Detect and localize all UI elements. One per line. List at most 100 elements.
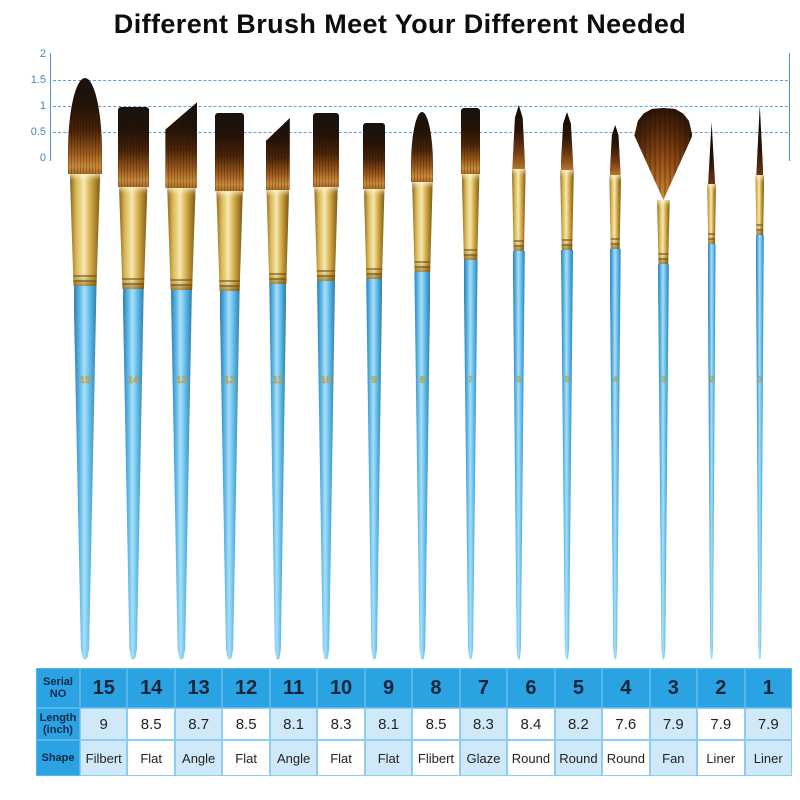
brush-serial-number: 12 bbox=[224, 375, 236, 386]
shape-cell: Flat bbox=[317, 740, 365, 776]
length-cell: 8.3 bbox=[317, 708, 365, 740]
serial-cell: 8 bbox=[412, 668, 460, 708]
serial-cell: 3 bbox=[649, 668, 698, 708]
shape-cell: Flat bbox=[364, 740, 413, 776]
brush-bristles-round bbox=[560, 112, 574, 170]
brush-serial-number: 13 bbox=[175, 375, 187, 386]
brush-handle bbox=[609, 249, 621, 660]
serial-cell: 15 bbox=[80, 668, 128, 708]
length-cell: 8.5 bbox=[127, 708, 175, 740]
brush-handle bbox=[219, 291, 240, 660]
shape-cell: Flat bbox=[127, 740, 175, 776]
brush-1: 1 bbox=[755, 105, 765, 660]
table-row-header-serial: Serial NO bbox=[36, 668, 80, 708]
brush-14: 14 bbox=[117, 107, 149, 660]
brush-photo-area: 2 1.5 1 0.5 0 15 14 13 12 11 10 9 8 7 6 5 4 3 2 1 bbox=[0, 48, 800, 668]
brush-bristles-round bbox=[609, 125, 621, 175]
brush-ferrule bbox=[560, 170, 574, 250]
serial-cell: 6 bbox=[507, 668, 555, 708]
brush-handle bbox=[707, 244, 716, 660]
ruler-dashed-line bbox=[53, 80, 788, 81]
length-cell: 8.2 bbox=[554, 708, 603, 740]
length-cell: 9 bbox=[80, 708, 128, 740]
length-cell: 7.9 bbox=[649, 708, 698, 740]
length-cell: 7.6 bbox=[602, 708, 650, 740]
brush-ferrule bbox=[314, 187, 338, 281]
brush-bristles-flibert bbox=[411, 112, 434, 182]
shape-cell: Filbert bbox=[80, 740, 128, 776]
brush-handle bbox=[657, 264, 669, 660]
brush-serial-number: 4 bbox=[612, 375, 618, 384]
brush-handle bbox=[269, 284, 287, 660]
brush-bristles-glaze bbox=[461, 108, 481, 174]
brush-bristles-round bbox=[512, 105, 526, 169]
ruler-tick-label: 1.5 bbox=[30, 74, 46, 86]
brush-ferrule bbox=[216, 191, 243, 291]
brush-bristles-filbert bbox=[68, 78, 102, 174]
shape-cell: Fan bbox=[649, 740, 698, 776]
brush-bristles-flat bbox=[117, 107, 149, 187]
brush-3: 3 bbox=[634, 108, 693, 660]
brush-ferrule bbox=[511, 169, 526, 251]
ruler-axis-left bbox=[50, 53, 51, 161]
brush-ferrule bbox=[755, 175, 765, 235]
serial-cell: 4 bbox=[602, 668, 650, 708]
length-cell: 8.5 bbox=[412, 708, 460, 740]
brush-bristles-flat bbox=[363, 123, 386, 189]
shape-cell: Round bbox=[602, 740, 650, 776]
table-row-header-length_inch: Length (inch) bbox=[36, 708, 80, 740]
serial-cell: 12 bbox=[222, 668, 270, 708]
brush-ferrule bbox=[266, 190, 290, 284]
brush-serial-number: 9 bbox=[371, 375, 377, 386]
length-cell: 8.7 bbox=[174, 708, 223, 740]
brush-serial-number: 15 bbox=[79, 375, 91, 386]
brush-bristles-angle bbox=[265, 118, 290, 190]
brush-handle bbox=[170, 290, 192, 660]
brush-13: 13 bbox=[165, 102, 198, 660]
brush-ferrule bbox=[657, 200, 670, 264]
brush-ferrule bbox=[363, 189, 385, 279]
serial-cell: 11 bbox=[269, 668, 318, 708]
brush-bristles-liner bbox=[708, 122, 716, 184]
brush-ferrule bbox=[461, 174, 480, 260]
ruler-tick-label: 2 bbox=[39, 48, 46, 60]
ruler-axis-right bbox=[789, 53, 790, 161]
brush-ferrule bbox=[707, 184, 717, 244]
brush-handle bbox=[463, 260, 478, 660]
shape-cell: Glaze bbox=[459, 740, 508, 776]
serial-cell: 9 bbox=[364, 668, 413, 708]
brush-serial-number: 8 bbox=[419, 375, 426, 386]
length-cell: 7.9 bbox=[744, 708, 792, 740]
length-cell: 7.9 bbox=[697, 708, 745, 740]
brush-ferrule bbox=[118, 187, 148, 289]
brush-handle bbox=[122, 289, 144, 660]
serial-cell: 1 bbox=[744, 668, 792, 708]
spec-table: Serial NO 15 14 13 12 11 10 9 8 7 6 5 4 3 2 1 Length (inch… bbox=[36, 668, 792, 776]
serial-cell: 14 bbox=[127, 668, 175, 708]
ruler-tick-label: 1 bbox=[39, 100, 46, 112]
brush-ferrule bbox=[167, 188, 196, 290]
brush-4: 4 bbox=[609, 125, 622, 660]
brush-ferrule bbox=[69, 174, 101, 286]
brush-serial-number: 2 bbox=[709, 375, 714, 384]
brush-bristles-angle bbox=[165, 102, 198, 188]
brush-bristles-flat bbox=[313, 113, 339, 187]
brush-serial-number: 7 bbox=[468, 375, 473, 384]
brush-handle bbox=[414, 272, 431, 660]
ruler-tick-label: 0 bbox=[39, 152, 46, 164]
ruler-dashed-line bbox=[53, 106, 788, 107]
brush-10: 10 bbox=[313, 113, 339, 660]
brush-handle bbox=[755, 235, 764, 660]
brush-handle bbox=[512, 251, 525, 660]
length-cell: 8.1 bbox=[364, 708, 413, 740]
brush-serial-number: 3 bbox=[661, 375, 666, 384]
brush-handle bbox=[366, 279, 383, 660]
brush-12: 12 bbox=[215, 113, 245, 660]
serial-cell: 10 bbox=[317, 668, 365, 708]
brush-bristles-flat bbox=[215, 113, 245, 191]
shape-cell: Angle bbox=[269, 740, 318, 776]
brush-bristles-liner bbox=[756, 105, 764, 175]
brush-8: 8 bbox=[411, 112, 434, 660]
length-cell: 8.1 bbox=[269, 708, 318, 740]
brush-5: 5 bbox=[560, 112, 574, 660]
